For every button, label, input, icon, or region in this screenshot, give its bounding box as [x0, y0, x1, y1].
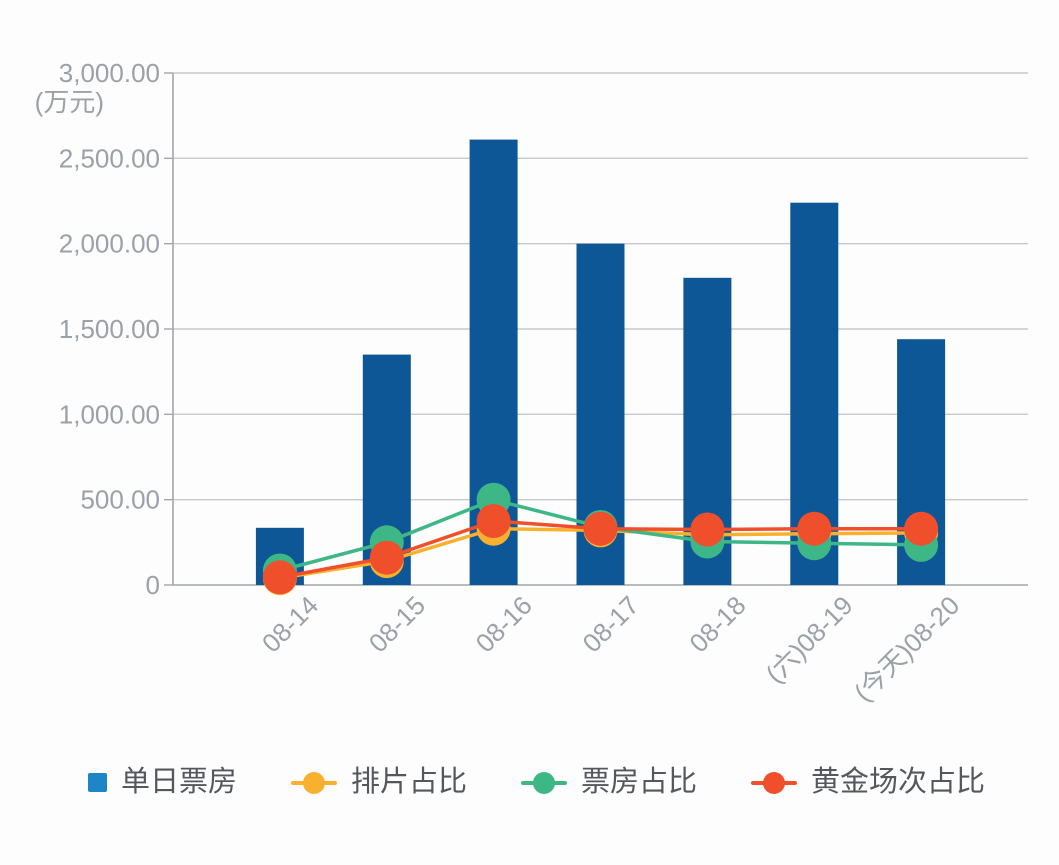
- y-axis-tick-label: 500.00: [80, 485, 160, 515]
- y-axis-tick-label: 0: [146, 570, 160, 600]
- data-point[interactable]: [904, 511, 939, 546]
- data-point[interactable]: [476, 504, 511, 538]
- combo-chart-canvas: 3,000.00 2,500.00 2,000.00 1,500.00 1,000.00…: [35, 58, 1028, 707]
- legend-label: 票房占比: [581, 766, 698, 798]
- y-axis-tick-label: 1,500.00: [59, 314, 160, 344]
- legend-item-screening-share[interactable]: 排片占比: [291, 768, 467, 797]
- x-axis-tick-label: (今天)08-20: [848, 590, 965, 707]
- data-point[interactable]: [690, 512, 725, 547]
- line-series-swatch-icon: [521, 771, 568, 795]
- data-point[interactable]: [583, 511, 618, 546]
- legend-label: 黄金场次占比: [811, 766, 986, 798]
- y-axis-tick-label: 2,000.00: [59, 229, 160, 259]
- x-axis-tick-label: 08-14: [256, 590, 324, 658]
- x-axis-tick-label: (六)08-19: [760, 590, 859, 689]
- y-axis-tick-label: 3,000.00: [59, 58, 160, 88]
- legend-item-prime-session-share[interactable]: 黄金场次占比: [751, 768, 985, 797]
- line-series-swatch-icon: [751, 771, 798, 795]
- x-axis-tick-label: 08-15: [363, 590, 431, 658]
- x-axis-tick-label: 08-18: [683, 590, 751, 658]
- y-axis-tick-label: 1,000.00: [59, 399, 160, 429]
- legend-label: 排片占比: [351, 766, 468, 798]
- legend-item-boxoffice-share[interactable]: 票房占比: [521, 768, 697, 797]
- data-point[interactable]: [262, 560, 297, 595]
- bar-series-swatch-icon: [88, 773, 107, 792]
- y-axis-unit-label: (万元): [35, 87, 104, 117]
- legend-item-daily-box-office[interactable]: 单日票房: [88, 768, 237, 797]
- line-series-swatch-icon: [291, 771, 338, 795]
- x-axis-tick-label: 08-16: [470, 590, 538, 658]
- chart-legend: 单日票房 排片占比 票房占比 黄金场次占比: [88, 768, 985, 797]
- data-point[interactable]: [369, 540, 404, 575]
- y-axis-tick-label: 2,500.00: [59, 143, 160, 173]
- chart-plot-area: 3,000.00 2,500.00 2,000.00 1,500.00 1,000.00…: [35, 58, 1028, 707]
- data-point[interactable]: [797, 511, 832, 546]
- legend-label: 单日票房: [121, 766, 238, 798]
- x-axis-tick-label: 08-17: [577, 590, 645, 658]
